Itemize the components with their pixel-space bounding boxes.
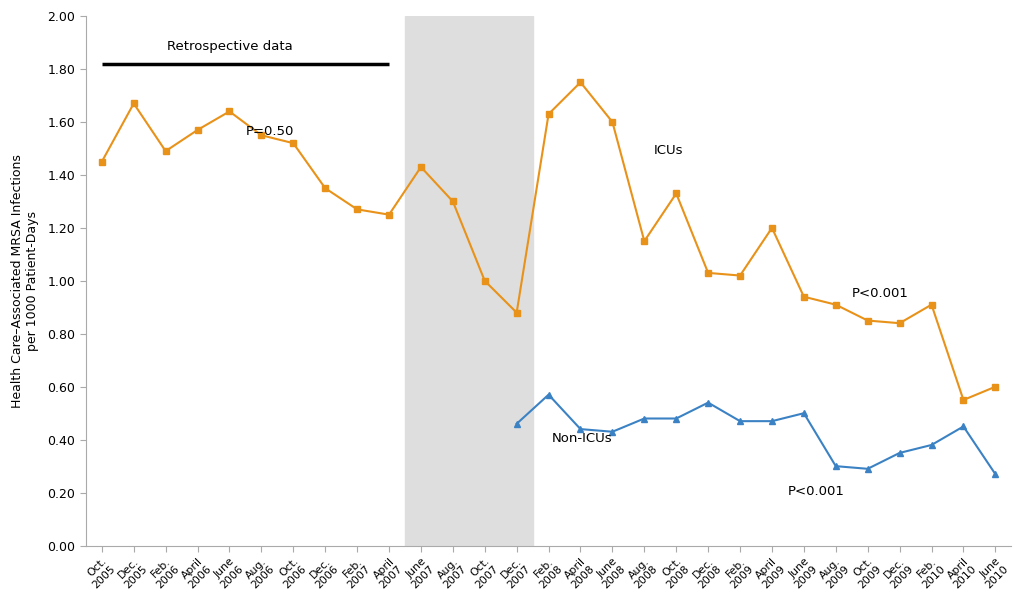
Y-axis label: Health Care–Associated MRSA Infections
per 1000 Patient-Days: Health Care–Associated MRSA Infections p…	[11, 154, 39, 408]
Bar	[404, 16, 532, 545]
Text: P=0.50: P=0.50	[246, 125, 294, 138]
Text: P<0.001: P<0.001	[787, 485, 845, 498]
Text: Non-ICUs: Non-ICUs	[552, 432, 612, 445]
Text: Retrospective data: Retrospective data	[167, 40, 292, 53]
Text: P<0.001: P<0.001	[852, 287, 908, 300]
Text: ICUs: ICUs	[654, 144, 683, 157]
